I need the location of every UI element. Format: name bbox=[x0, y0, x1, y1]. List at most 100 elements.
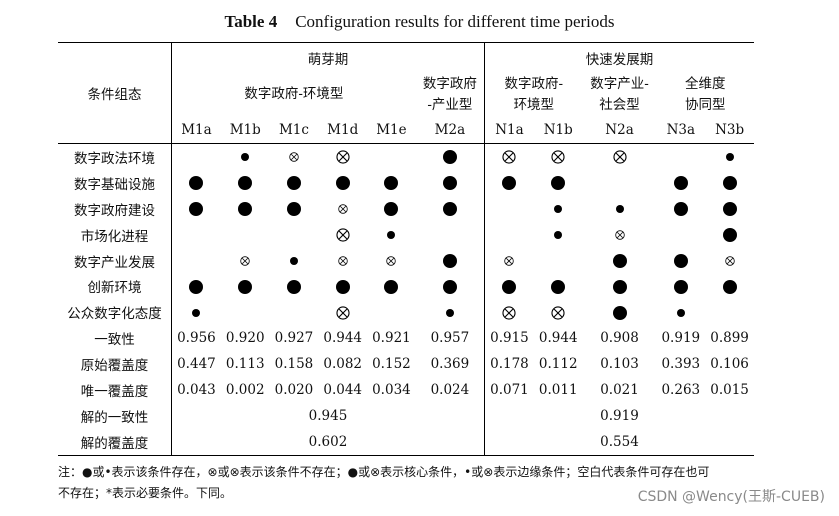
table-cell bbox=[705, 196, 754, 222]
table-cell bbox=[485, 248, 534, 274]
period2-value: 0.554 bbox=[600, 433, 639, 450]
core-present-icon bbox=[286, 279, 301, 294]
type-m2-header: 数字政府 -产业型 bbox=[415, 72, 486, 117]
core-absent-icon bbox=[502, 150, 517, 165]
peripheral-present-icon bbox=[192, 308, 201, 317]
row-label: 唯一覆盖度 bbox=[58, 377, 172, 403]
table-cell: 0.956 bbox=[177, 330, 216, 347]
table-cell bbox=[534, 299, 583, 325]
table-cell: 0.915 bbox=[490, 330, 529, 347]
core-present-icon bbox=[286, 176, 301, 191]
table-cell bbox=[221, 248, 270, 274]
table-cell: 0.899 bbox=[710, 330, 749, 347]
column-header-m1e: M1e bbox=[376, 122, 407, 138]
table-cell: 0.158 bbox=[274, 356, 314, 373]
row-label: 数字政法环境 bbox=[58, 143, 172, 170]
peripheral-present-icon bbox=[554, 205, 563, 214]
core-present-icon bbox=[673, 176, 688, 191]
core-present-icon bbox=[238, 202, 253, 217]
table-cell: 0.113 bbox=[225, 356, 265, 373]
table-cell: 0.015 bbox=[710, 381, 749, 398]
table-cell bbox=[534, 248, 583, 274]
core-present-icon bbox=[384, 279, 399, 294]
table-cell bbox=[221, 222, 270, 248]
table-cell bbox=[367, 273, 416, 299]
table-cell bbox=[656, 273, 705, 299]
type-n2-header: 数字产业- 社会型 bbox=[590, 75, 649, 113]
table-row: 一致性 0.956 0.920 0.927 0.944 0.921 0.957 0.915 0.… bbox=[58, 325, 754, 352]
core-present-icon bbox=[442, 202, 457, 217]
table-cell: 0.178 bbox=[490, 356, 529, 373]
table-cell bbox=[318, 196, 367, 222]
row-label: 一致性 bbox=[58, 325, 172, 352]
type-n1-header: 数字政府- 环境型 bbox=[504, 75, 564, 113]
table-cell: 0.921 bbox=[372, 330, 411, 347]
column-header-m1b: M1b bbox=[229, 122, 261, 138]
table-cell bbox=[367, 222, 416, 248]
table-cell bbox=[318, 170, 367, 196]
core-absent-icon bbox=[336, 228, 350, 242]
table-cell: 0.103 bbox=[600, 356, 639, 373]
table-row: 创新环境 bbox=[58, 273, 754, 300]
column-header-n3b: N3b bbox=[715, 122, 745, 138]
table-cell bbox=[367, 299, 416, 325]
core-present-icon bbox=[722, 279, 737, 294]
table-cell bbox=[221, 144, 270, 170]
period2-header: 快速发展期 bbox=[585, 51, 654, 68]
table-cell bbox=[415, 195, 486, 222]
column-header-m2a: M2a bbox=[415, 117, 486, 144]
table-cell bbox=[534, 273, 583, 299]
configuration-table: 条件组态 萌芽期 快速发展期 数字政府-环境型 数字政府 -产业型 数字政府- 环境… bbox=[58, 42, 754, 456]
row-label: 解的覆盖度 bbox=[58, 428, 172, 456]
period1-value: 0.602 bbox=[171, 428, 486, 456]
core-present-icon bbox=[442, 279, 457, 294]
table-cell: 0.020 bbox=[274, 381, 314, 398]
header-row-columns: M1a M1b M1c M1d M1e M2a N1a N1b N2a N3a N3b bbox=[58, 117, 754, 144]
note-line-2: 不存在；*表示必要条件。下同。 bbox=[58, 486, 233, 500]
peripheral-absent-icon bbox=[504, 256, 515, 266]
core-absent-icon bbox=[502, 306, 517, 320]
row-label: 创新环境 bbox=[58, 273, 172, 300]
peripheral-absent-icon bbox=[337, 204, 348, 214]
core-present-icon bbox=[238, 176, 253, 191]
table-caption: Table 4 Configuration results for differe… bbox=[0, 12, 839, 32]
table-cell bbox=[415, 273, 486, 300]
table-cell bbox=[705, 299, 754, 325]
table-row: 数字政府建设 bbox=[58, 195, 754, 222]
core-present-icon bbox=[189, 279, 204, 294]
table-cell bbox=[485, 170, 534, 196]
table-cell bbox=[172, 299, 221, 325]
table-cell bbox=[705, 248, 754, 274]
core-present-icon bbox=[673, 202, 688, 217]
peripheral-present-icon bbox=[725, 153, 734, 162]
table-cell bbox=[221, 170, 270, 196]
peripheral-absent-icon bbox=[289, 152, 299, 163]
table-cell: 0.927 bbox=[274, 330, 314, 347]
table-cell bbox=[534, 196, 583, 222]
header-row-periods: 条件组态 萌芽期 快速发展期 bbox=[58, 42, 754, 144]
table-cell bbox=[172, 222, 221, 248]
table-cell bbox=[318, 144, 367, 170]
table-cell bbox=[485, 222, 534, 248]
table-cell: 0.002 bbox=[225, 381, 265, 398]
peripheral-absent-icon bbox=[386, 256, 397, 266]
table-cell bbox=[415, 169, 486, 196]
table-cell bbox=[367, 144, 416, 170]
peripheral-present-icon bbox=[445, 308, 454, 317]
table-cell: 0.044 bbox=[323, 381, 363, 398]
column-header-n1b: N1b bbox=[543, 122, 573, 138]
column-header-m1d: M1d bbox=[327, 122, 359, 138]
csdn-watermark: CSDN @Wency(王斯-CUEB) bbox=[637, 489, 825, 505]
column-header-n3a: N3a bbox=[666, 122, 696, 138]
table-cell bbox=[705, 144, 754, 170]
table-cell bbox=[172, 144, 221, 170]
core-present-icon bbox=[722, 202, 737, 217]
table-row: 数字基础设施 bbox=[58, 169, 754, 196]
table-cell bbox=[270, 144, 319, 170]
table-cell bbox=[221, 273, 270, 299]
table-row: 数字政法环境 bbox=[58, 143, 754, 170]
core-present-icon bbox=[612, 254, 627, 268]
table-cell bbox=[318, 299, 367, 325]
table-cell: 0.152 bbox=[372, 356, 411, 373]
table-cell bbox=[172, 248, 221, 274]
